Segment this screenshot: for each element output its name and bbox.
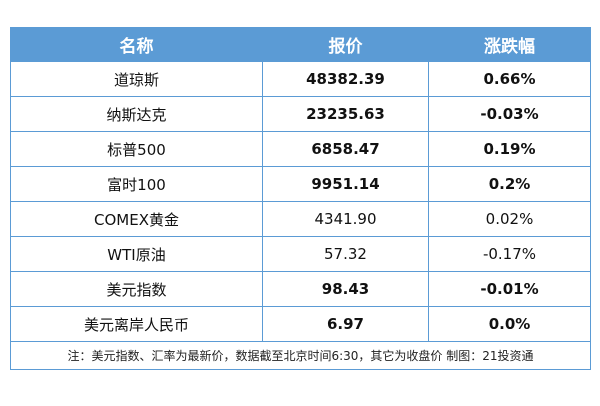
cell-name: COMEX黄金: [10, 201, 263, 237]
cell-change: 0.02%: [428, 201, 591, 237]
table-row: 美元离岸人民币 6.97 0.0%: [10, 306, 591, 342]
cell-name: 美元指数: [10, 271, 263, 307]
header-change: 涨跌幅: [428, 27, 591, 62]
table-row: 道琼斯 48382.39 0.66%: [10, 61, 591, 97]
cell-price: 23235.63: [262, 96, 429, 132]
cell-name: 标普500: [10, 131, 263, 167]
cell-price: 98.43: [262, 271, 429, 307]
cell-change: 0.19%: [428, 131, 591, 167]
table-row: 标普500 6858.47 0.19%: [10, 131, 591, 167]
cell-price: 48382.39: [262, 61, 429, 97]
cell-name: 道琼斯: [10, 61, 263, 97]
table-row: 富时100 9951.14 0.2%: [10, 166, 591, 202]
table-row: 纳斯达克 23235.63 -0.03%: [10, 96, 591, 132]
cell-price: 6.97: [262, 306, 429, 342]
cell-change: -0.17%: [428, 236, 591, 272]
cell-price: 57.32: [262, 236, 429, 272]
cell-change: -0.03%: [428, 96, 591, 132]
header-price: 报价: [262, 27, 429, 62]
cell-change: 0.2%: [428, 166, 591, 202]
footer-note: 注：美元指数、汇率为最新价，数据截至北京时间6:30，其它为收盘价 制图：21投…: [10, 341, 591, 370]
table-row: WTI原油 57.32 -0.17%: [10, 236, 591, 272]
cell-price: 9951.14: [262, 166, 429, 202]
cell-name: 纳斯达克: [10, 96, 263, 132]
header-row: 名称 报价 涨跌幅: [10, 27, 591, 62]
cell-name: 美元离岸人民币: [10, 306, 263, 342]
cell-price: 4341.90: [262, 201, 429, 237]
cell-name: 富时100: [10, 166, 263, 202]
table-row: COMEX黄金 4341.90 0.02%: [10, 201, 591, 237]
market-table: 名称 报价 涨跌幅 道琼斯 48382.39 0.66% 纳斯达克 23235.63 -0…: [10, 27, 591, 370]
cell-change: -0.01%: [428, 271, 591, 307]
cell-change: 0.0%: [428, 306, 591, 342]
cell-change: 0.66%: [428, 61, 591, 97]
table-row: 美元指数 98.43 -0.01%: [10, 271, 591, 307]
header-name: 名称: [10, 27, 263, 62]
cell-price: 6858.47: [262, 131, 429, 167]
cell-name: WTI原油: [10, 236, 263, 272]
